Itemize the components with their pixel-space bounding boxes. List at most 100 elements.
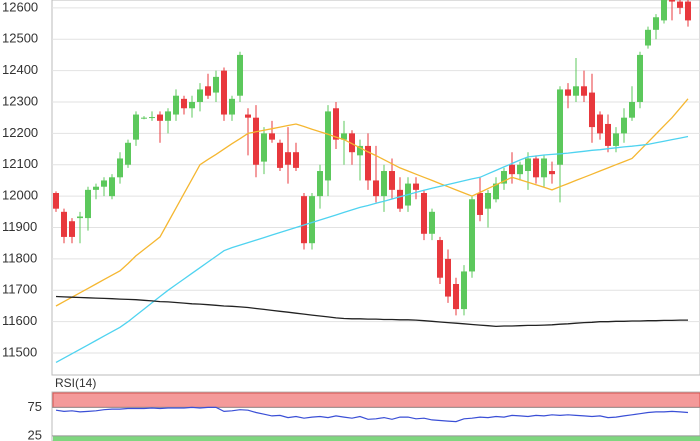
candle-body <box>613 133 619 146</box>
candle-body <box>69 221 75 237</box>
moving-average-line <box>55 135 689 363</box>
candle-body <box>173 95 179 115</box>
candle-body <box>237 54 243 96</box>
candle-body <box>141 117 147 119</box>
candle-body <box>469 199 475 272</box>
candle-body <box>677 1 683 8</box>
candle-body <box>341 133 347 140</box>
candle-body <box>661 0 667 21</box>
candle-body <box>293 152 299 168</box>
y-tick-label: 12600 <box>2 0 38 14</box>
candle-body <box>453 283 459 310</box>
candle-body <box>333 108 339 140</box>
candle-body <box>317 171 323 197</box>
candle-body <box>285 152 291 165</box>
candle-body <box>213 76 219 93</box>
y-tick-label: 11600 <box>2 313 37 328</box>
candle-body <box>133 114 139 140</box>
candle-body <box>109 177 115 197</box>
candle-body <box>485 192 491 209</box>
candle-body <box>621 117 627 134</box>
candle-body <box>541 158 547 178</box>
candle-body <box>357 145 363 156</box>
candle-body <box>669 0 675 2</box>
y-tick-label: 11500 <box>2 344 37 359</box>
overbought-band <box>52 392 700 408</box>
candle-body <box>373 180 379 197</box>
y-tick-label: 75 <box>28 399 42 414</box>
candle-body <box>509 164 515 175</box>
rsi-title: RSI(14) <box>55 376 96 390</box>
candle-body <box>517 164 523 175</box>
candle-body <box>685 1 691 21</box>
candle-body <box>157 114 163 121</box>
candle-body <box>629 101 635 118</box>
candle-body <box>437 240 443 278</box>
candle-body <box>101 180 107 187</box>
candle-body <box>165 111 171 121</box>
candle-body <box>493 183 499 200</box>
candle-body <box>325 111 331 181</box>
y-tick-label: 12100 <box>2 156 38 171</box>
candle-body <box>253 117 259 165</box>
candle-body <box>605 123 611 146</box>
candle-body <box>597 114 603 134</box>
rsi-line <box>55 406 689 423</box>
candle-body <box>309 196 315 244</box>
y-tick-label: 11900 <box>2 219 37 234</box>
candle-body <box>221 70 227 115</box>
candle-body <box>245 114 251 118</box>
candle-body <box>269 133 275 140</box>
candle-body <box>197 89 203 102</box>
candle-body <box>77 216 83 219</box>
candle-body <box>589 92 595 128</box>
candle-body <box>549 171 555 175</box>
candle-body <box>349 133 355 153</box>
y-tick-label: 12200 <box>2 125 38 140</box>
candle-body <box>365 145 371 181</box>
candle-body <box>261 133 267 162</box>
candle-body <box>477 192 483 215</box>
candle-body <box>229 98 235 115</box>
candle-body <box>445 258 451 297</box>
candle-body <box>501 171 507 184</box>
candle-body <box>181 98 187 109</box>
candle-body <box>557 89 563 165</box>
candle-body <box>421 192 427 234</box>
candle-body <box>573 86 579 96</box>
y-tick-label: 11700 <box>2 282 37 297</box>
candle-body <box>53 192 59 209</box>
y-tick-label: 12000 <box>2 188 38 203</box>
candle-body <box>117 158 123 178</box>
moving-average-line <box>55 295 688 328</box>
candle-body <box>461 271 467 310</box>
candle-body <box>61 211 67 237</box>
candle-body <box>429 211 435 234</box>
candle-body <box>381 171 387 197</box>
moving-average-line <box>55 98 689 307</box>
candle-body <box>645 29 651 46</box>
candle-body <box>149 117 155 119</box>
y-tick-label: 11800 <box>2 250 37 265</box>
candle-body <box>653 17 659 30</box>
y-tick-label: 12400 <box>2 62 38 77</box>
candle-body <box>565 89 571 96</box>
candle-body <box>189 101 195 109</box>
candle-body <box>581 86 587 96</box>
y-tick-label: 12300 <box>2 93 38 108</box>
candle-body <box>525 158 531 172</box>
candle-body <box>533 158 539 178</box>
candle-body <box>301 196 307 244</box>
candle-body <box>205 86 211 96</box>
oversold-band <box>53 435 700 441</box>
candle-body <box>85 189 91 219</box>
candle-body <box>277 142 283 168</box>
candle-body <box>413 183 419 190</box>
candle-body <box>389 171 395 190</box>
y-tick-label: 25 <box>28 427 42 441</box>
candle-body <box>125 142 131 165</box>
candle-body <box>397 189 403 209</box>
candle-body <box>93 186 99 190</box>
candle-body <box>637 54 643 102</box>
